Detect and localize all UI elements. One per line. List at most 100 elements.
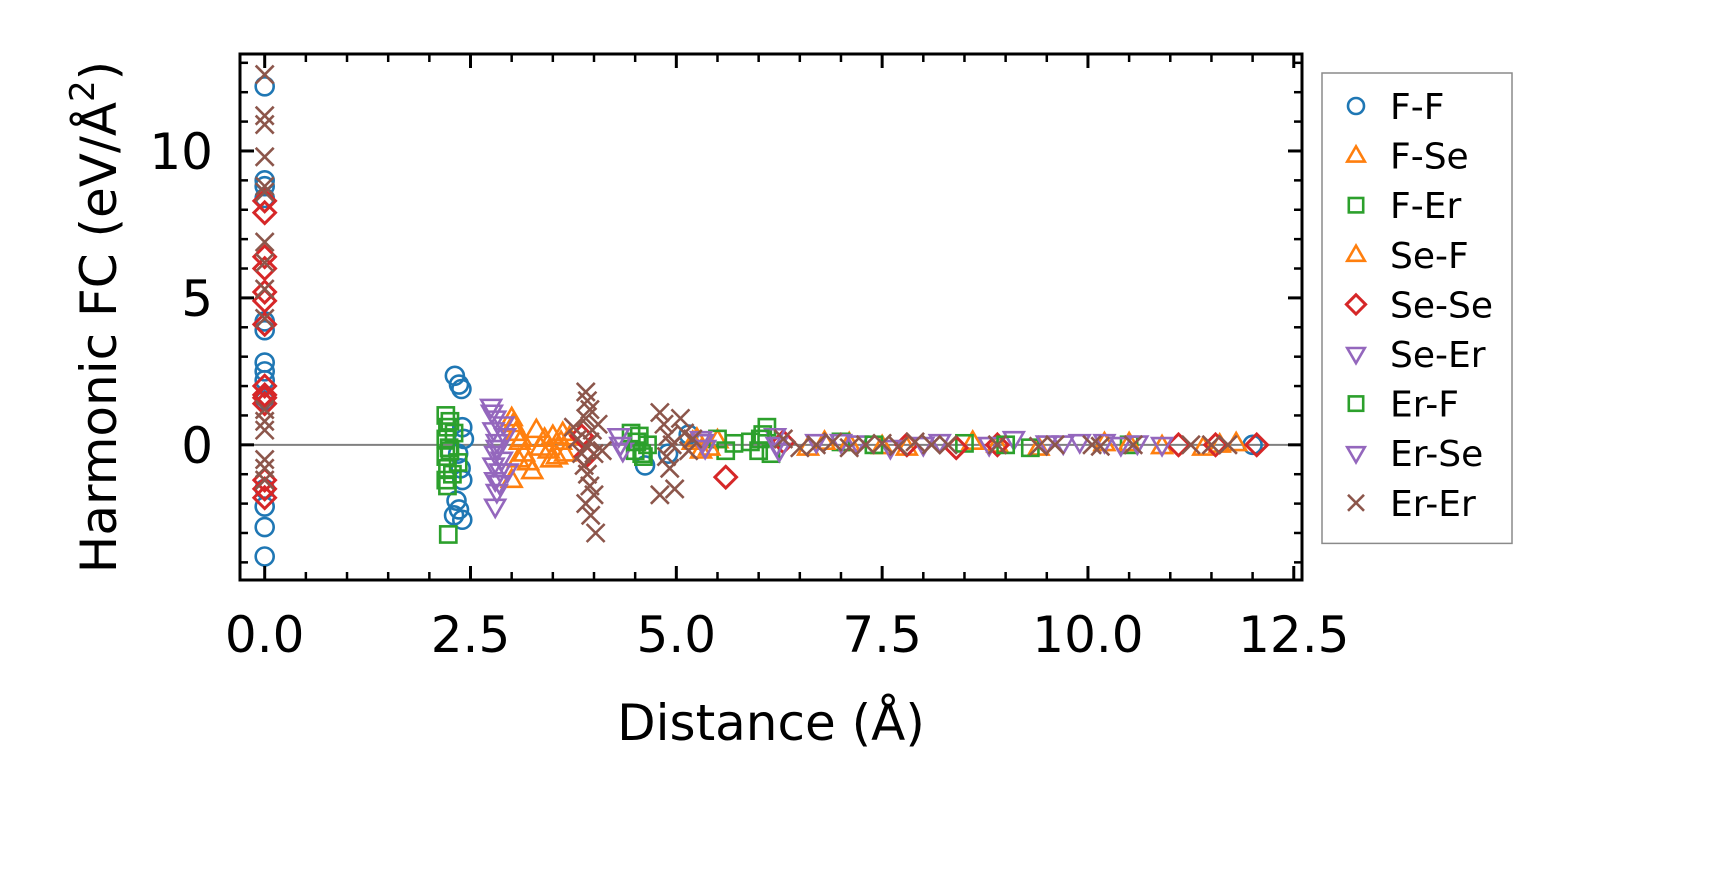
marker-x [254,411,275,432]
marker-square [438,417,457,437]
marker-x-stroke [579,476,600,496]
legend-entry: Er-F [1347,385,1459,426]
marker-diamond [251,188,278,214]
marker-x [254,449,275,470]
marker-x-stroke [254,411,275,432]
marker-x-stroke [839,437,860,458]
marker-square [438,458,457,478]
marker-x-stroke [1028,436,1049,457]
marker-square [440,411,460,431]
plot-frame [238,52,1304,582]
marker-x-stroke [789,437,810,458]
marker-x [580,505,601,526]
marker-x-stroke [649,484,670,505]
marker-triangle-down [1001,430,1027,452]
marker-x [254,232,275,252]
y-axis-label: Harmonic FC (eV/Å2) [63,61,128,573]
marker-x-stroke [254,420,275,441]
marker-x [822,431,843,452]
marker-triangle-up [1344,243,1368,263]
marker-x [839,437,860,458]
y-axis-label-close: ) [70,61,128,81]
marker-x [921,434,942,455]
y-tick-label: 10 [149,123,213,181]
marker-x [872,433,893,454]
marker-x [1082,434,1102,455]
legend-label: Er-Er [1390,484,1476,525]
marker-triangle-down [484,439,510,461]
legend-label: Se-Er [1390,335,1486,376]
marker-x [254,308,275,329]
marker-x-stroke [938,434,958,455]
marker-square [442,464,462,484]
marker-triangle-down [1067,433,1092,455]
marker-x-stroke [1201,434,1222,455]
marker-x-stroke [1180,434,1201,455]
legend-label: Er-Se [1390,434,1483,475]
marker-x-stroke [656,446,677,467]
legend-entry: F-Se [1344,137,1469,178]
marker-diamond [251,311,278,338]
marker-square [438,476,457,496]
marker-x [585,523,606,543]
marker-diamond [984,431,1011,458]
marker-circle [254,175,275,197]
marker-diamond [251,243,278,270]
marker-x [1201,434,1222,455]
marker-diamond [712,464,739,491]
marker-triangle-up [528,434,553,456]
marker-x [1090,436,1111,457]
marker-x-stroke [987,434,1008,455]
marker-x [649,484,670,505]
marker-triangle-up [553,440,578,462]
y-axis-label-superscript: 2 [63,80,103,102]
marker-x-stroke [921,434,942,455]
marker-square [438,525,458,544]
marker-diamond [251,475,278,502]
marker-x [905,431,925,452]
legend-entry: F-Er [1347,186,1461,227]
marker-triangle-down [487,474,512,496]
tick-labels: 0.0 2.5 5.0 7.5 10.0 12.5 0 5 10 [149,123,1349,664]
marker-x [254,114,275,135]
marker-triangle-down [484,433,510,455]
legend-label: Se-Se [1390,285,1493,326]
marker-triangle-up [539,446,564,468]
legend-entry: Se-Er [1344,335,1486,376]
marker-x [656,446,677,467]
x-tick-label: 7.5 [842,606,922,664]
x-tick-label: 12.5 [1238,606,1349,664]
legend-entries: F-F F-Se F-Er Se-F Se-Se Se-Er Er-F Er-Se Er-Er [1344,87,1493,525]
marker-x [254,420,275,441]
marker-circle [254,369,275,391]
legend-entry: Er-Er [1347,484,1476,525]
marker-x-stroke [888,436,909,457]
marker-x [938,434,958,455]
marker-x [254,252,275,273]
marker-diamond [251,279,278,305]
marker-x [1045,434,1065,455]
marker-x-stroke [592,440,613,461]
marker-x-stroke [678,440,699,461]
x-axis-label: Distance (Å) [617,694,925,752]
marker-x [664,478,685,499]
marker-circle [254,516,275,538]
marker-diamond [1344,292,1368,317]
legend: F-F F-Se F-Er Se-F Se-Se Se-Er Er-F Er-Se Er-Er [1321,72,1513,545]
marker-x-stroke [254,182,275,203]
marker-diamond [1243,431,1270,458]
marker-x [588,414,609,435]
marker-x-stroke [254,470,275,491]
marker-square [436,470,456,490]
series-se-er [478,398,1175,520]
marker-triangle-down [487,463,513,485]
marker-x [563,417,584,438]
x-tick-label: 0.0 [225,606,305,664]
marker-x [575,493,596,514]
marker-square [632,444,652,464]
axis-ticks [240,54,1302,580]
marker-x-stroke [855,434,876,455]
legend-label: Er-F [1390,385,1459,426]
marker-x-stroke [664,478,685,499]
marker-triangle-down [489,451,514,473]
